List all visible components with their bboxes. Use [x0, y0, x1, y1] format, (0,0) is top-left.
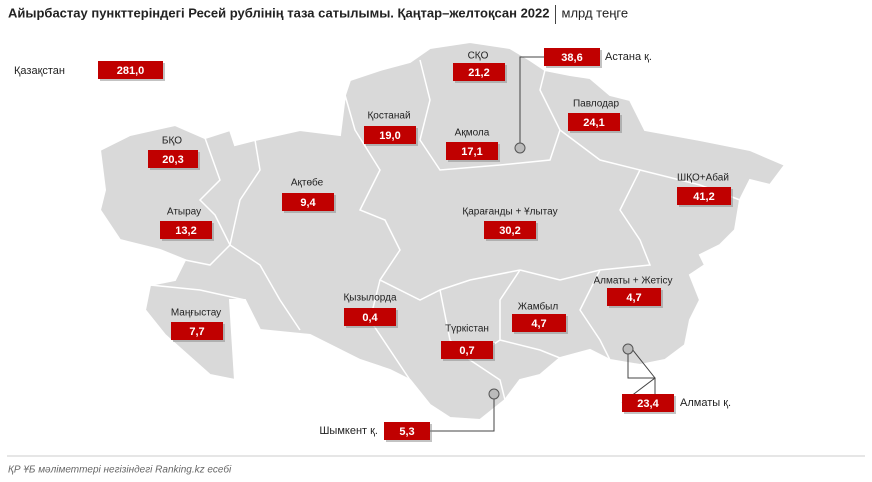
region-name: Қостанай: [367, 111, 410, 122]
region-name: БҚО: [162, 136, 182, 147]
value-box: [148, 150, 198, 168]
value-box: [384, 422, 430, 440]
value-box: [441, 341, 493, 359]
region-name: Қарағанды + Ұлытау: [462, 207, 557, 218]
region-name: Ақтөбе: [291, 177, 324, 189]
unit: млрд теңге: [562, 5, 629, 20]
value-label: 4,7: [531, 318, 546, 330]
region-name: СҚО: [468, 51, 489, 62]
value-box: [364, 126, 416, 144]
value-label: 9,4: [300, 197, 316, 209]
value-label: 281,0: [117, 65, 145, 77]
value-box: [98, 61, 163, 79]
region-name: Ақмола: [455, 128, 490, 139]
region-name: Алматы қ.: [680, 397, 731, 409]
value-label: 41,2: [693, 191, 714, 203]
region-name: Атырау: [167, 207, 201, 218]
leader-line: [627, 354, 656, 394]
region-name: Қазақстан: [14, 65, 65, 77]
region-name: Шымкент қ.: [319, 425, 378, 437]
value-label: 5,3: [399, 426, 414, 438]
value-label: 23,4: [637, 398, 659, 410]
value-label: 13,2: [175, 225, 196, 237]
leader-line: [519, 56, 544, 143]
region-name: Маңғыстау: [171, 308, 221, 319]
value-box: [484, 221, 536, 239]
value-label: 38,6: [561, 52, 582, 64]
country-shape: [98, 40, 787, 422]
region-name: Астана қ.: [605, 51, 652, 63]
region-name: Алматы + Жетісу: [593, 276, 672, 287]
value-label: 24,1: [583, 117, 604, 129]
value-label: 0,7: [459, 345, 474, 357]
region-borders: [149, 59, 741, 401]
value-label: 20,3: [162, 154, 183, 166]
region-name: Жамбыл: [518, 301, 559, 313]
region-name: Қызылорда: [343, 293, 396, 304]
region-name: Павлодар: [573, 99, 620, 110]
value-box: [344, 308, 396, 326]
value-box: [677, 187, 731, 205]
value-box: [282, 193, 334, 211]
value-box: [446, 142, 498, 160]
value-label: 7,7: [189, 326, 204, 338]
location-dot: [488, 388, 500, 400]
value-box: [607, 288, 661, 306]
region-name: Түркістан: [445, 324, 489, 335]
value-label: 0,4: [362, 312, 378, 324]
value-label: 30,2: [499, 225, 520, 237]
value-box: [544, 48, 600, 66]
title: Айырбастау пункттеріндегі Ресей рублінің…: [8, 5, 550, 20]
location-dot: [514, 142, 526, 154]
value-box: [622, 394, 674, 412]
value-box: [512, 314, 566, 332]
value-box: [453, 63, 505, 81]
leader-line: [430, 399, 495, 432]
value-box: [171, 322, 223, 340]
value-box: [568, 113, 620, 131]
value-label: 4,7: [626, 292, 641, 304]
value-label: 17,1: [461, 146, 482, 158]
value-label: 19,0: [379, 130, 400, 142]
region-name: ШҚО+Абай: [677, 172, 729, 184]
value-box: [160, 221, 212, 239]
location-dot: [622, 343, 634, 355]
value-label: 21,2: [468, 67, 489, 79]
footnote: ҚР ҰБ мәліметтері негізіндегі Ranking.kz…: [8, 464, 232, 476]
